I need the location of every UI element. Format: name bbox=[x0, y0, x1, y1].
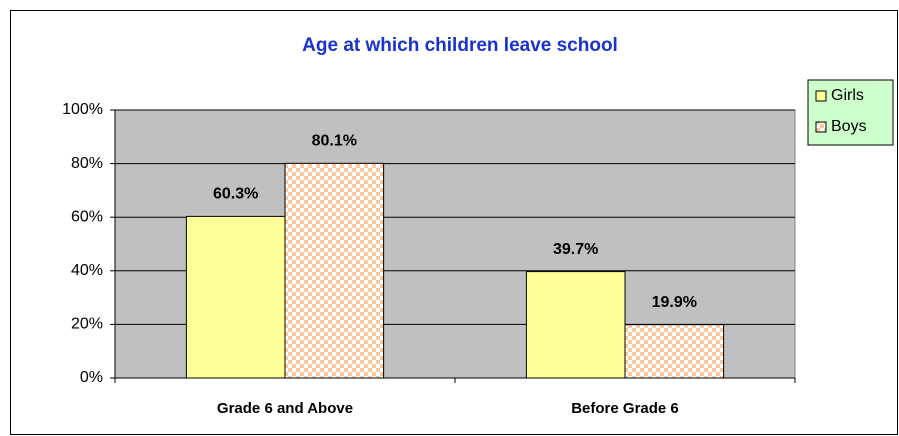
x-tick-label: Grade 6 and Above bbox=[217, 400, 353, 417]
data-label: 19.9% bbox=[652, 294, 697, 311]
legend-label: Boys bbox=[831, 118, 867, 135]
bar bbox=[185, 215, 286, 379]
y-tick-label: 100% bbox=[62, 101, 103, 118]
y-tick-label: 0% bbox=[80, 369, 103, 386]
data-label: 39.7% bbox=[553, 241, 598, 258]
data-label: 60.3% bbox=[213, 186, 258, 203]
bar bbox=[525, 271, 626, 379]
legend-swatch bbox=[815, 121, 827, 133]
y-tick-label: 20% bbox=[71, 316, 103, 333]
chart-title: Age at which children leave school bbox=[302, 35, 618, 56]
data-label: 80.1% bbox=[312, 133, 357, 150]
bar bbox=[284, 162, 385, 379]
legend-label: Girls bbox=[831, 87, 864, 104]
y-tick-label: 80% bbox=[71, 155, 103, 172]
y-tick-label: 40% bbox=[71, 262, 103, 279]
y-tick-label: 60% bbox=[71, 208, 103, 225]
legend-swatch bbox=[815, 90, 827, 102]
x-tick-label: Before Grade 6 bbox=[571, 400, 679, 417]
bar bbox=[624, 324, 725, 379]
